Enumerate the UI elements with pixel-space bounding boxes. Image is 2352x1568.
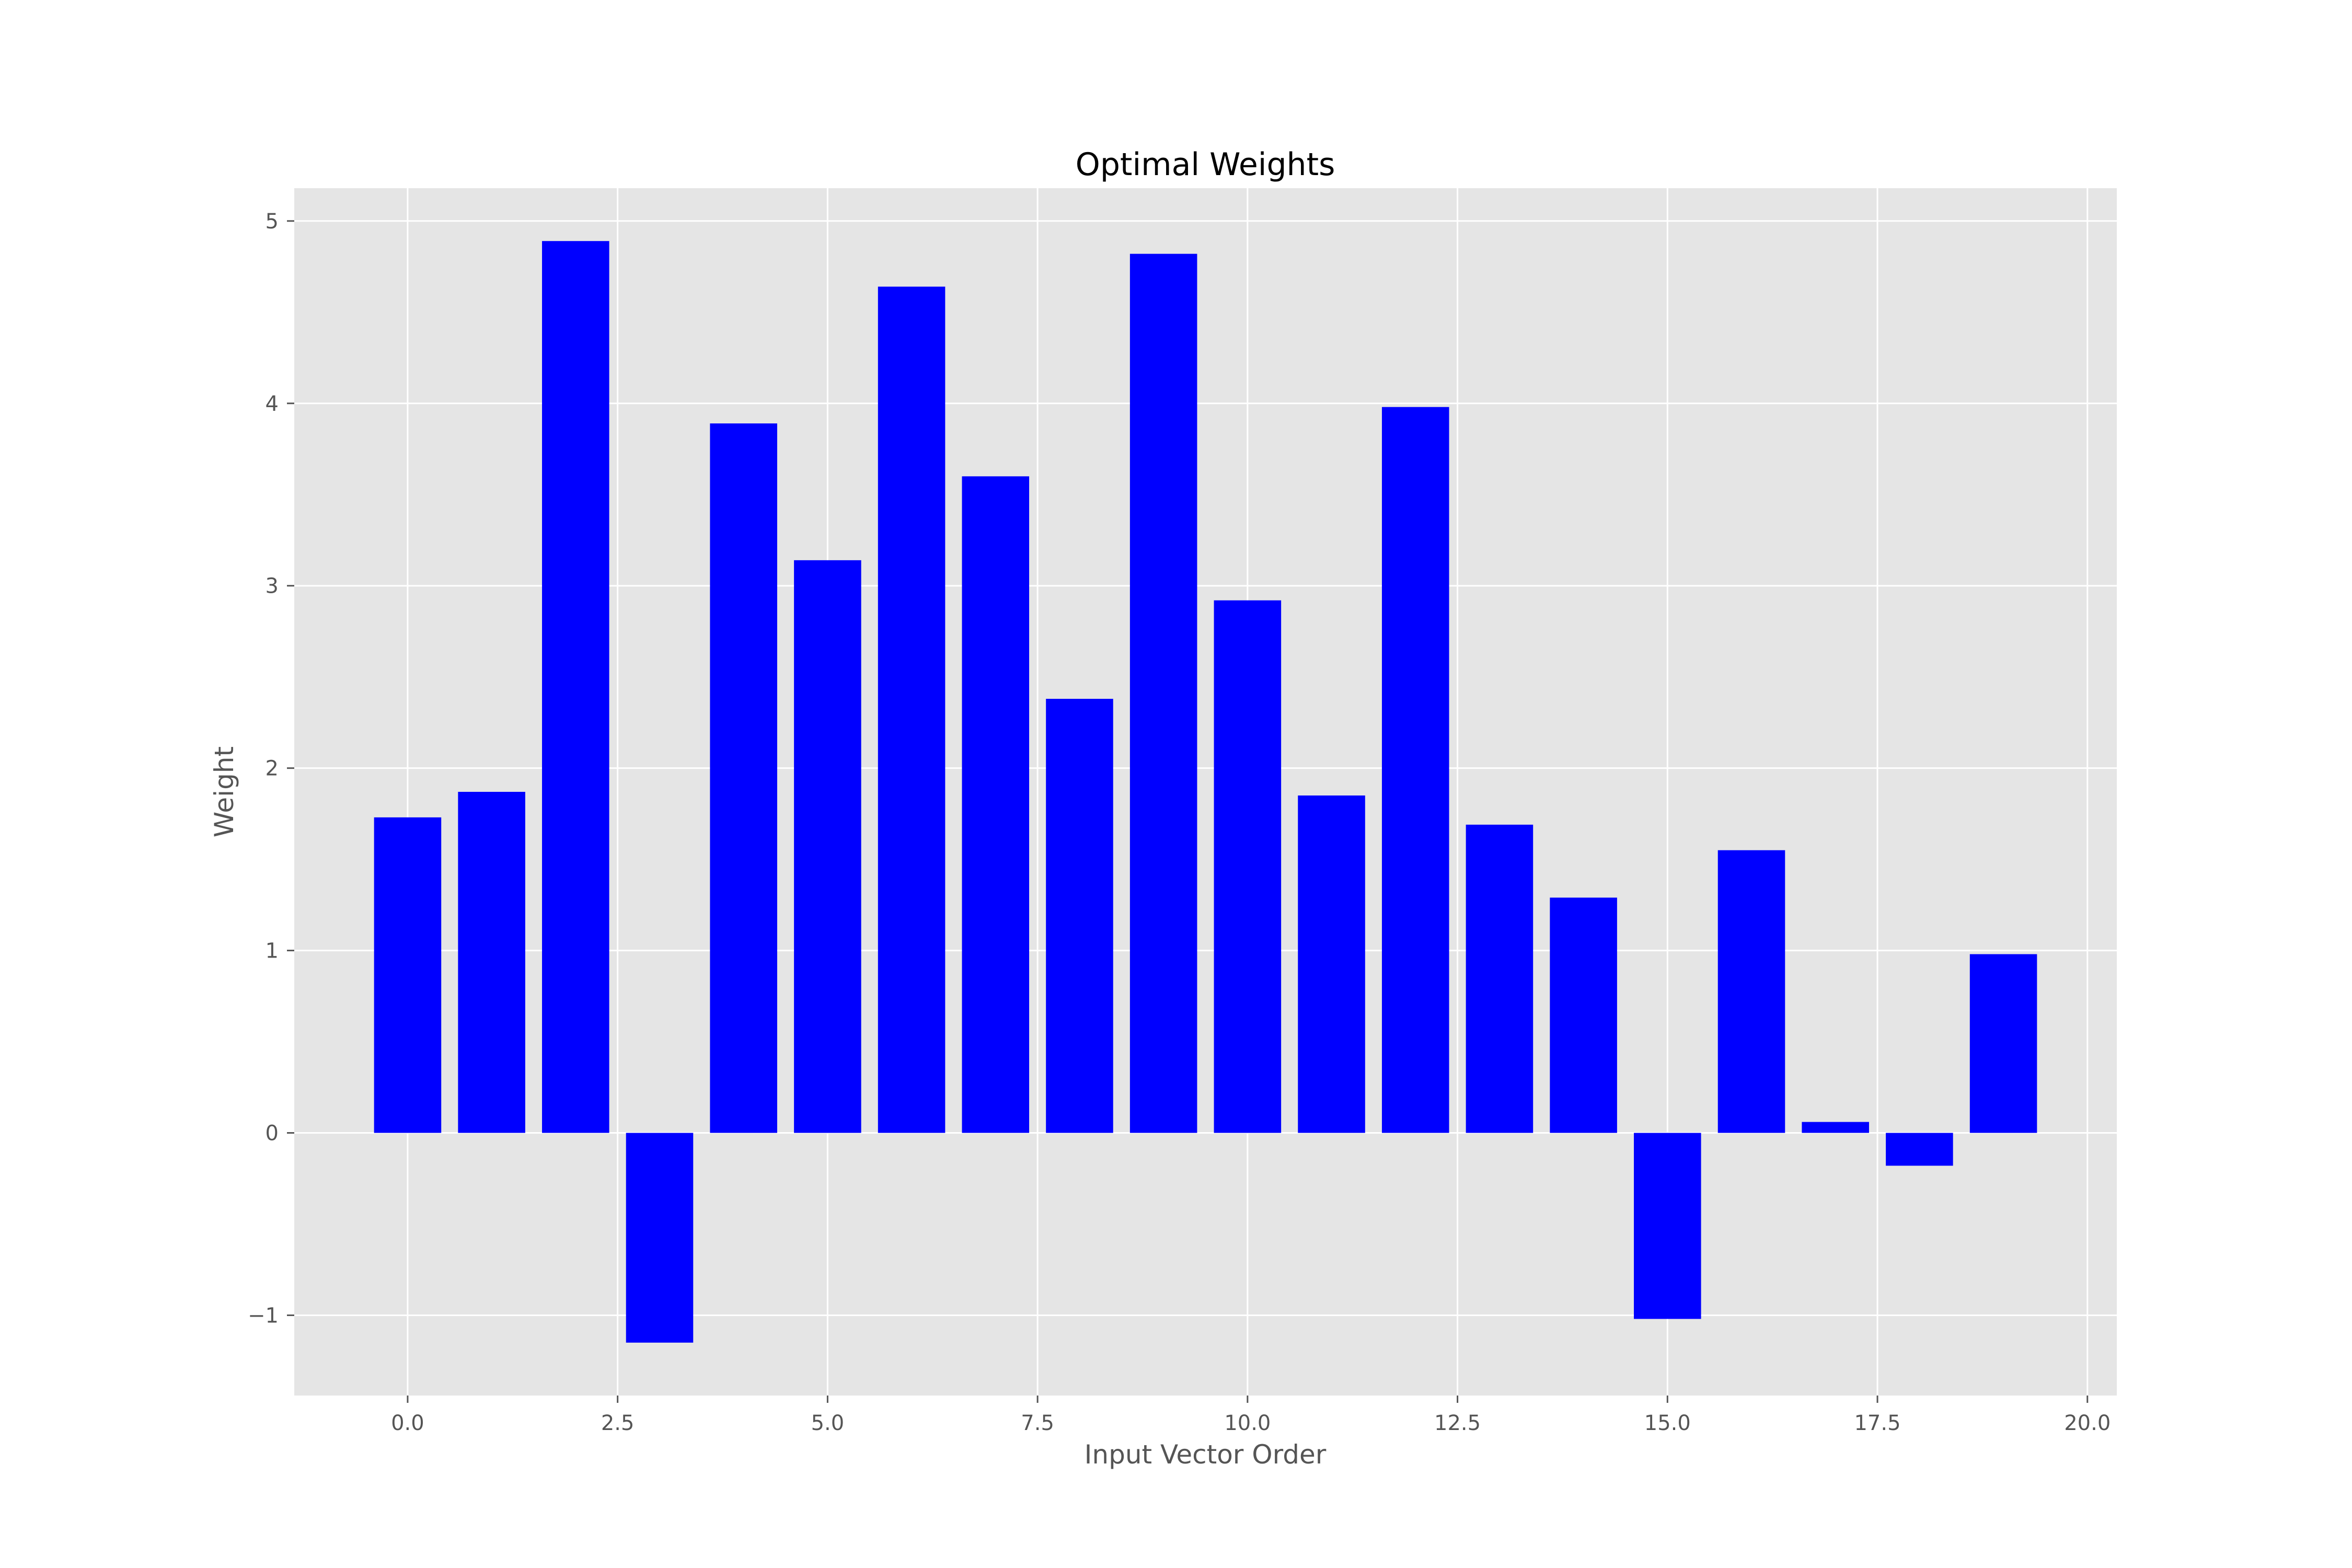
bar-14 [1550,897,1617,1133]
bar-19 [1969,954,2037,1133]
bar-3 [626,1133,694,1343]
y-axis-label: Weight [209,746,239,837]
bar-11 [1298,795,1365,1133]
tick-marks [287,220,2089,1403]
bar-2 [542,241,609,1133]
bar-1 [458,792,525,1133]
y-tick-label: 1 [266,939,279,963]
x-tick-label: 15.0 [1644,1411,1691,1435]
bar-4 [710,423,777,1133]
y-tick-label: 2 [266,757,279,781]
y-tick-label: 4 [266,392,279,416]
x-tick-label: 0.0 [391,1411,424,1435]
chart-title: Optimal Weights [1076,146,1335,183]
x-tick-label: 7.5 [1021,1411,1054,1435]
bar-16 [1717,850,1785,1133]
x-tick-label: 2.5 [601,1411,635,1435]
bar-12 [1381,407,1449,1133]
bar-0 [374,817,442,1133]
bar-6 [878,286,946,1133]
bar-18 [1886,1133,1953,1166]
bar-13 [1466,824,1534,1133]
bar-17 [1802,1122,1869,1133]
x-tick-label: 5.0 [811,1411,845,1435]
x-tick-label: 20.0 [2064,1411,2111,1435]
y-tick-labels: −1 0 1 2 3 4 5 [248,210,279,1328]
x-tick-label: 10.0 [1224,1411,1271,1435]
bar-8 [1046,699,1113,1133]
bar-9 [1129,253,1197,1133]
y-tick-label: 3 [266,574,279,598]
y-tick-label: 5 [266,210,279,234]
bar-10 [1214,600,1282,1133]
x-tick-label: 17.5 [1854,1411,1900,1435]
y-tick-label: −1 [248,1304,279,1328]
bars [374,241,2037,1343]
x-tick-label: 12.5 [1434,1411,1481,1435]
bar-7 [962,476,1030,1133]
bar-5 [794,560,861,1133]
bar-15 [1634,1133,1701,1319]
x-tick-labels: 0.0 2.5 5.0 7.5 10.0 12.5 15.0 17.5 20.0 [391,1411,2111,1435]
x-axis-label: Input Vector Order [1085,1439,1327,1470]
y-tick-label: 0 [266,1122,279,1146]
